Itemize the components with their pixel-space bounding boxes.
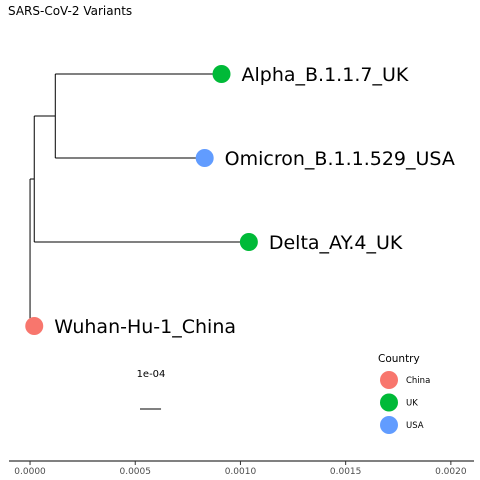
x-axis-tick-label: 0.0000 xyxy=(14,467,46,477)
legend-key xyxy=(380,416,398,434)
tree-tips: Alpha_B.1.1.7_UK Omicron_B.1.1.529_USA Del… xyxy=(25,64,455,338)
legend-label: USA xyxy=(406,421,424,431)
x-axis-tick-label: 0.0020 xyxy=(435,467,467,477)
tip-point xyxy=(25,317,44,335)
x-axis: 0.0000 0.0005 0.0010 0.0015 0.0020 xyxy=(9,460,474,477)
x-axis-tick-label: 0.0010 xyxy=(225,467,257,477)
legend-title: Country xyxy=(378,353,420,365)
scale-bar: 1e-04 xyxy=(137,369,166,410)
legend-key xyxy=(380,393,398,412)
tip-point xyxy=(212,65,231,83)
tip-point xyxy=(239,233,258,251)
x-axis-tick-label: 0.0015 xyxy=(330,467,362,477)
tip-label: Wuhan-Hu-1_China xyxy=(54,316,236,338)
legend-key xyxy=(380,371,398,389)
tip-label: Alpha_B.1.1.7_UK xyxy=(242,64,409,86)
x-axis-tick-label: 0.0005 xyxy=(119,467,151,477)
tip-label: Omicron_B.1.1.529_USA xyxy=(225,148,455,170)
figure-title: SARS-CoV-2 Variants xyxy=(8,4,132,18)
tip-label: Delta_AY.4_UK xyxy=(269,232,403,254)
legend-label: UK xyxy=(406,399,418,409)
tree-branches xyxy=(29,73,249,327)
legend: Country China UK USA xyxy=(378,353,430,434)
legend-label: China xyxy=(406,376,430,386)
tip-point xyxy=(195,149,214,167)
scale-bar-label: 1e-04 xyxy=(137,369,166,380)
